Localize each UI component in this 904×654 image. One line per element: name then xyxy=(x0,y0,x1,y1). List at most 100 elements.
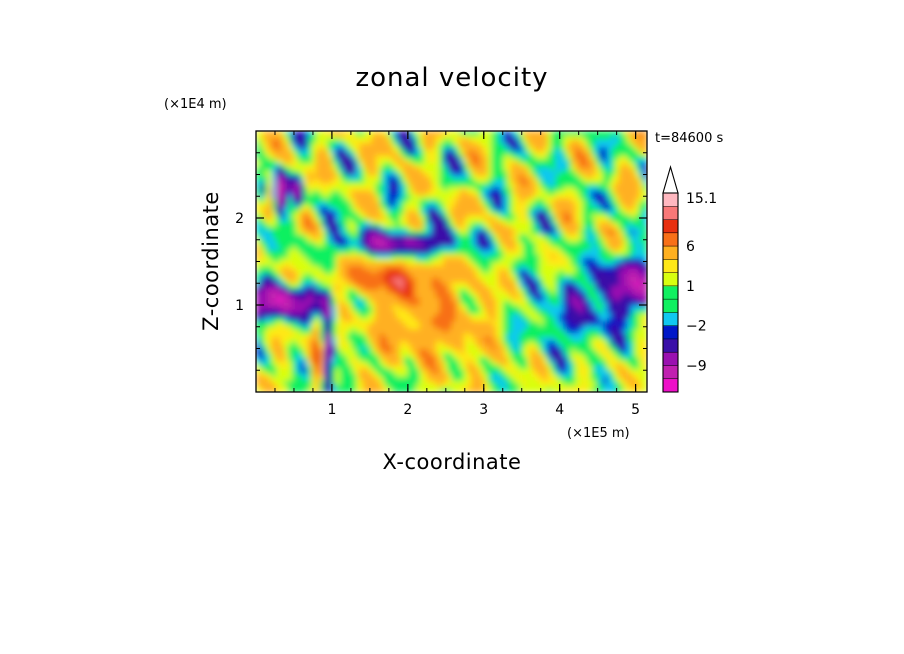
field-cell xyxy=(291,190,297,195)
field-cell xyxy=(335,233,341,239)
field-cell xyxy=(467,376,473,381)
field-cell xyxy=(527,221,532,227)
field-cell xyxy=(319,206,325,211)
field-cell xyxy=(395,301,401,306)
field-cell xyxy=(283,257,289,263)
field-cell xyxy=(283,131,289,136)
field-cell xyxy=(395,312,401,318)
field-cell xyxy=(455,229,461,235)
field-cell xyxy=(256,218,261,223)
field-cell xyxy=(283,182,289,187)
field-cell xyxy=(463,328,469,334)
field-cell xyxy=(499,158,504,164)
field-cell xyxy=(551,150,556,156)
field-cell xyxy=(407,146,413,152)
field-cell xyxy=(287,352,293,358)
field-cell xyxy=(363,146,369,152)
field-cell xyxy=(439,134,445,140)
field-cell xyxy=(459,261,465,267)
field-cell xyxy=(543,182,548,187)
field-cell xyxy=(403,150,409,156)
field-cell xyxy=(503,146,508,152)
field-cell xyxy=(547,245,552,251)
field-cell xyxy=(475,178,481,184)
field-cell xyxy=(459,297,465,302)
field-cell xyxy=(491,352,496,358)
field-cell xyxy=(271,356,277,361)
field-cell xyxy=(419,380,425,385)
field-cell xyxy=(391,352,397,358)
field-cell xyxy=(391,162,397,168)
field-cell xyxy=(403,261,409,267)
field-cell xyxy=(311,182,317,187)
field-cell xyxy=(259,214,265,219)
field-cell xyxy=(335,150,341,156)
field-cell xyxy=(443,380,449,385)
field-cell xyxy=(295,340,301,346)
field-cell xyxy=(283,150,289,156)
field-cell xyxy=(307,269,313,274)
field-cell xyxy=(319,131,325,136)
field-cell xyxy=(539,162,544,168)
field-cell xyxy=(279,214,285,219)
field-cell xyxy=(467,210,473,215)
field-cell xyxy=(463,368,469,373)
field-cell xyxy=(495,158,500,164)
field-cell xyxy=(547,384,552,389)
field-cell xyxy=(419,372,425,377)
field-cell xyxy=(487,146,492,152)
field-cell xyxy=(371,131,377,136)
field-cell xyxy=(495,340,500,346)
field-cell xyxy=(471,214,477,219)
field-cell xyxy=(256,348,261,354)
field-cell xyxy=(511,154,516,160)
field-cell xyxy=(327,134,333,140)
field-cell xyxy=(375,257,381,263)
field-cell xyxy=(303,182,309,187)
field-cell xyxy=(283,158,289,164)
field-cell xyxy=(387,190,393,195)
field-cell xyxy=(403,146,409,152)
field-cell xyxy=(531,190,536,195)
field-cell xyxy=(415,218,421,223)
field-cell xyxy=(515,202,520,207)
field-cell xyxy=(423,312,429,318)
field-cell xyxy=(447,221,453,227)
field-cell xyxy=(343,253,349,259)
field-cell xyxy=(455,237,461,243)
field-cell xyxy=(503,305,508,310)
field-cell xyxy=(287,131,293,136)
field-cell xyxy=(271,320,277,326)
field-cell xyxy=(547,388,552,392)
field-cell xyxy=(299,269,305,274)
field-cell xyxy=(527,332,532,338)
field-cell xyxy=(375,328,381,334)
field-cell xyxy=(439,348,445,354)
field-cell xyxy=(475,289,481,294)
field-cell xyxy=(459,316,465,322)
field-cell xyxy=(543,178,548,184)
field-cell xyxy=(347,229,353,235)
field-cell xyxy=(479,237,485,243)
field-cell xyxy=(531,253,536,259)
field-cell xyxy=(335,142,341,148)
field-cell xyxy=(379,241,385,247)
field-cell xyxy=(363,312,369,318)
field-cell xyxy=(391,273,397,278)
field-cell xyxy=(311,158,317,164)
field-cell xyxy=(555,281,560,286)
field-cell xyxy=(339,138,345,144)
field-cell xyxy=(275,245,281,251)
field-cell xyxy=(335,364,341,369)
field-cell xyxy=(415,336,421,342)
field-cell xyxy=(451,320,457,326)
field-cell xyxy=(411,368,417,373)
field-cell xyxy=(459,229,465,235)
field-cell xyxy=(331,305,337,310)
field-cell xyxy=(295,289,301,294)
field-cell xyxy=(515,174,520,180)
field-cell xyxy=(527,174,532,180)
field-cell xyxy=(483,308,489,314)
field-cell xyxy=(519,182,524,187)
field-cell xyxy=(259,364,265,369)
